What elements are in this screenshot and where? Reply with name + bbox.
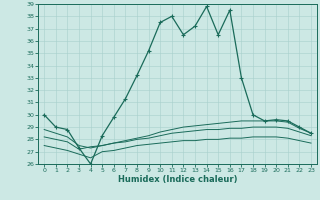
X-axis label: Humidex (Indice chaleur): Humidex (Indice chaleur) bbox=[118, 175, 237, 184]
